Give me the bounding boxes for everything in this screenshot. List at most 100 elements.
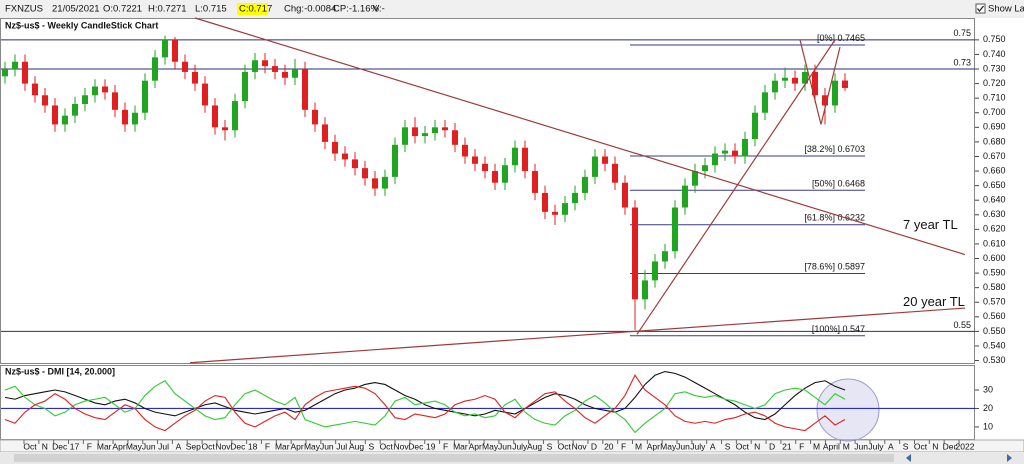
candle-body (112, 92, 118, 110)
candle-body (22, 61, 28, 84)
y-tick-label: 0.710 (983, 93, 1006, 103)
candle-body (552, 211, 558, 215)
candle-body (602, 156, 608, 164)
candle-body (832, 80, 838, 106)
candle-body (802, 71, 808, 84)
x-tick-label: Apr (647, 441, 660, 451)
y-tick-label: 0.670 (983, 151, 1006, 161)
x-tick-label: Oct (914, 441, 928, 451)
candle-body (212, 105, 218, 128)
fib-label: [78.6%] 0.5897 (804, 262, 865, 272)
x-tick-label: May (482, 441, 499, 451)
x-tick-label: Jun (854, 441, 868, 451)
candle-body (162, 39, 168, 58)
fib-percent: [0%] (817, 33, 835, 43)
scroll-thumb[interactable] (14, 454, 894, 462)
fib-value: 0.547 (842, 324, 865, 334)
candle-body (642, 280, 648, 300)
x-tick-label: May (304, 441, 321, 451)
candle-body (372, 178, 378, 189)
x-tick-label: Mar (275, 441, 290, 451)
x-tick-label: April (823, 441, 840, 451)
y-tick-label: 0.650 (983, 180, 1006, 190)
volume: V:- (373, 4, 385, 15)
x-tick-label: M (843, 441, 850, 451)
candle-body (172, 39, 178, 62)
y-tick-label: 0.620 (983, 224, 1006, 234)
candle-body (662, 251, 668, 262)
x-tick-label: F (443, 441, 448, 451)
close-highlight (237, 3, 268, 15)
x-tick-label: F (265, 441, 270, 451)
candle-body (462, 144, 468, 157)
candle-body (702, 165, 708, 172)
candle-body (362, 168, 368, 179)
trendline (636, 39, 836, 335)
x-tick-label: Oct (558, 441, 572, 451)
change-pct: CP:-1.16% (333, 4, 379, 15)
trendline (194, 17, 966, 256)
candle-body (732, 150, 738, 157)
x-tick-label: N (932, 441, 938, 451)
candle-body (292, 69, 298, 78)
candle-body (182, 61, 188, 72)
x-tick-label: Mar (97, 441, 112, 451)
x-tick-label: 20 (604, 441, 614, 451)
x-tick-label: July (868, 441, 884, 451)
trendline (189, 307, 966, 364)
y-tick-label: 0.640 (983, 195, 1006, 205)
x-tick-label: Jun (676, 441, 690, 451)
fib-percent: [78.6%] (804, 262, 835, 272)
y-tick-label: 0.740 (983, 49, 1006, 59)
candle-body (762, 92, 768, 113)
x-tick-label: A (710, 441, 716, 451)
y-tick-label: 10 (983, 421, 993, 431)
candle-body (32, 83, 38, 96)
x-tick-label: M (635, 441, 642, 451)
candle-body (542, 192, 548, 212)
y-tick-label: 30 (983, 384, 993, 394)
candle-body (82, 95, 88, 104)
show-last-label[interactable]: Show Last (988, 4, 1024, 15)
candle-body (332, 141, 338, 154)
candle-body (482, 163, 488, 172)
candle-body (562, 203, 568, 215)
x-tick-label: F (621, 441, 626, 451)
candle-body (722, 150, 728, 154)
show-last-checkbox[interactable] (975, 3, 986, 14)
fib-value: 0.6703 (837, 144, 865, 154)
candle-body (502, 165, 508, 183)
x-tick-label: N (42, 441, 48, 451)
fib-value: 0.7465 (837, 33, 865, 43)
x-tick-label: Jul (336, 441, 347, 451)
x-tick-label: July (690, 441, 706, 451)
candle-body (302, 69, 308, 110)
y-tick-label: 0.750 (983, 34, 1006, 44)
x-tick-label: Dec (408, 441, 424, 451)
fib-percent: [50%] (812, 179, 835, 189)
x-tick-label: July (512, 441, 528, 451)
candle-body (382, 176, 388, 189)
y-tick-label: 0.610 (983, 238, 1006, 248)
level-label: 0.55 (953, 320, 971, 330)
y-tick-label: 0.690 (983, 122, 1006, 132)
candle-body (752, 112, 758, 139)
candle-body (612, 163, 618, 183)
x-tick-label: Jun (142, 441, 156, 451)
x-tick-label: Oct (201, 441, 215, 451)
candle-body (742, 138, 748, 157)
candle-body (672, 207, 678, 252)
x-tick-label: May (126, 441, 143, 451)
candle-body (432, 127, 438, 134)
candle-body (102, 86, 108, 93)
x-tick-label: Dec (943, 441, 959, 451)
candle-body (12, 61, 18, 70)
candle-body (72, 104, 78, 116)
candle-body (242, 71, 248, 102)
x-tick-label: F (799, 441, 804, 451)
date: 21/05/2021 (52, 4, 100, 15)
candle-body (422, 133, 428, 137)
candle-body (632, 207, 638, 300)
y-tick-label: 20 (983, 403, 993, 413)
low: L:0.715 (195, 4, 227, 15)
